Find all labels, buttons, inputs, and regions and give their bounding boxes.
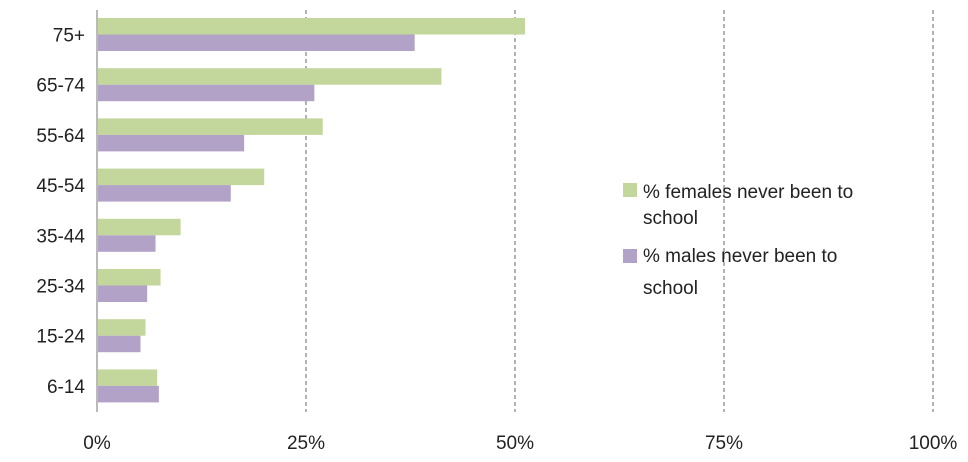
bar-females-75+ <box>98 18 526 35</box>
category-label: 15-24 <box>36 327 85 348</box>
bar-males-25-34 <box>98 285 148 302</box>
bar-males-75+ <box>98 34 415 51</box>
category-label: 45-54 <box>36 176 85 197</box>
bar-males-55-64 <box>98 134 245 152</box>
category-label: 75+ <box>53 26 85 47</box>
x-tick-label: 100% <box>909 433 958 454</box>
category-label: 55-64 <box>36 126 85 147</box>
legend-label-males-line1: % males never been to <box>643 246 837 267</box>
bar-males-6-14 <box>98 385 159 403</box>
x-tick-label: 75% <box>705 433 743 454</box>
legend-swatch-females <box>623 183 637 197</box>
x-tick-labels: 0% 25% 50% 75% 100% <box>83 433 957 454</box>
bar-males-45-54 <box>98 185 231 202</box>
bar-females-25-34 <box>98 269 161 286</box>
legend-label-females-line2: school <box>643 208 698 229</box>
bar-males-35-44 <box>98 235 156 252</box>
bar-females-15-24 <box>98 319 146 336</box>
bar-males-15-24 <box>98 335 141 353</box>
category-label: 65-74 <box>36 76 85 97</box>
bar-males-65-74 <box>98 84 315 102</box>
bar-females-65-74 <box>98 68 442 85</box>
legend-label-females-line1: % females never been to <box>643 182 853 203</box>
category-label: 6-14 <box>47 377 85 398</box>
x-tick-label: 50% <box>496 433 534 454</box>
category-label: 35-44 <box>36 226 85 247</box>
bar-females-55-64 <box>98 118 323 135</box>
legend-swatch-males <box>623 249 637 263</box>
bars <box>98 18 526 403</box>
legend-label-males-line2: school <box>643 278 698 299</box>
bar-females-35-44 <box>98 218 181 236</box>
category-labels: 75+ 65-74 55-64 45-54 35-44 25-34 15-24 6-14 <box>36 26 85 398</box>
x-tick-label: 0% <box>83 433 111 454</box>
bar-females-45-54 <box>98 168 265 186</box>
legend: % females never been to school % males n… <box>623 182 853 299</box>
x-tick-label: 25% <box>287 433 325 454</box>
bar-females-6-14 <box>98 369 158 386</box>
category-label: 25-34 <box>36 277 85 298</box>
